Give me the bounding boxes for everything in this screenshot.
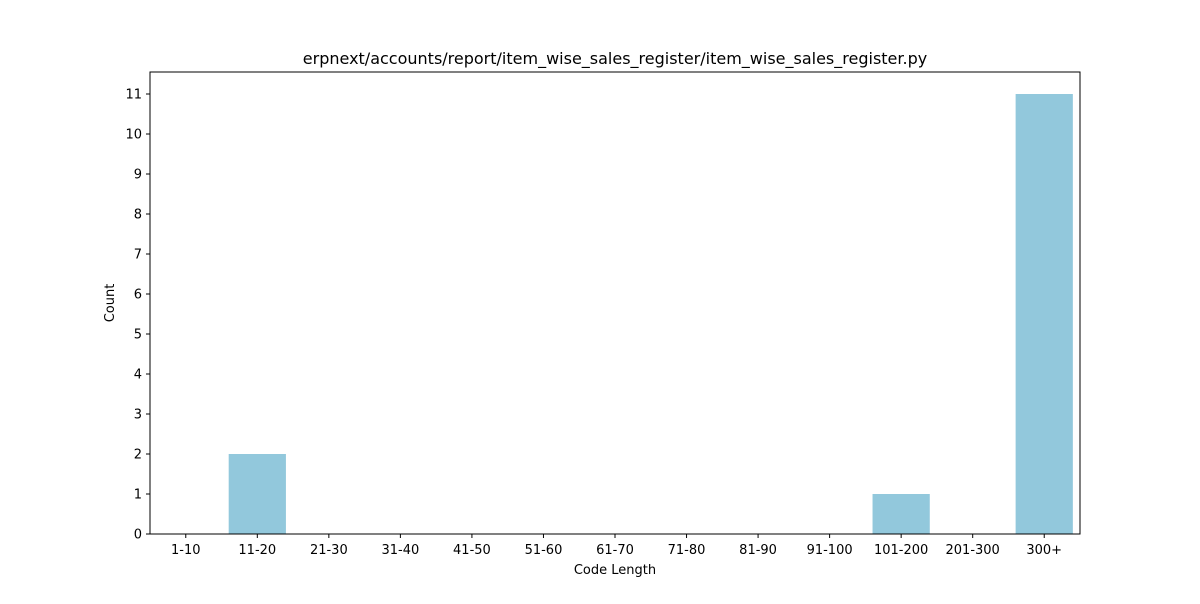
y-tick-label: 5 [134, 328, 142, 343]
y-tick-label: 9 [134, 168, 142, 183]
y-tick-label: 2 [134, 448, 142, 463]
x-tick-label: 11-20 [238, 543, 276, 558]
x-tick-label: 71-80 [668, 543, 706, 558]
y-tick-label: 4 [134, 368, 142, 383]
x-tick-label: 91-100 [807, 543, 853, 558]
x-axis: 1-10 11-20 21-30 31-40 41-50 51-60 61-70 71-80 8… [171, 534, 1062, 558]
x-tick-label: 61-70 [596, 543, 634, 558]
y-axis-label: Count [103, 284, 118, 323]
x-tick-label: 1-10 [171, 543, 201, 558]
y-tick-label: 1 [134, 488, 142, 503]
y-tick-label: 11 [125, 88, 142, 103]
x-tick-label: 21-30 [310, 543, 348, 558]
x-tick-label: 31-40 [381, 543, 419, 558]
x-tick-label: 81-90 [739, 543, 777, 558]
y-tick-label: 0 [134, 528, 142, 543]
y-tick-label: 6 [134, 288, 142, 303]
y-axis: 0 1 2 3 4 5 6 7 8 9 10 11 [125, 88, 150, 543]
bars-group [228, 94, 1073, 534]
x-tick-label: 201-300 [946, 543, 1000, 558]
x-axis-label: Code Length [574, 563, 656, 578]
plot-frame [149, 71, 1081, 535]
y-tick-label: 7 [134, 248, 142, 263]
x-tick-label: 101-200 [874, 543, 928, 558]
y-tick-label: 8 [134, 208, 142, 223]
y-tick-label: 10 [125, 128, 142, 143]
bar-101-200 [872, 494, 930, 534]
bar-11-20 [228, 454, 286, 534]
x-tick-label: 300+ [1026, 543, 1062, 558]
bar-300+ [1015, 94, 1073, 534]
chart-title: erpnext/accounts/report/item_wise_sales_… [303, 49, 927, 69]
x-tick-label: 41-50 [453, 543, 491, 558]
y-tick-label: 3 [134, 408, 142, 423]
x-tick-label: 51-60 [525, 543, 563, 558]
